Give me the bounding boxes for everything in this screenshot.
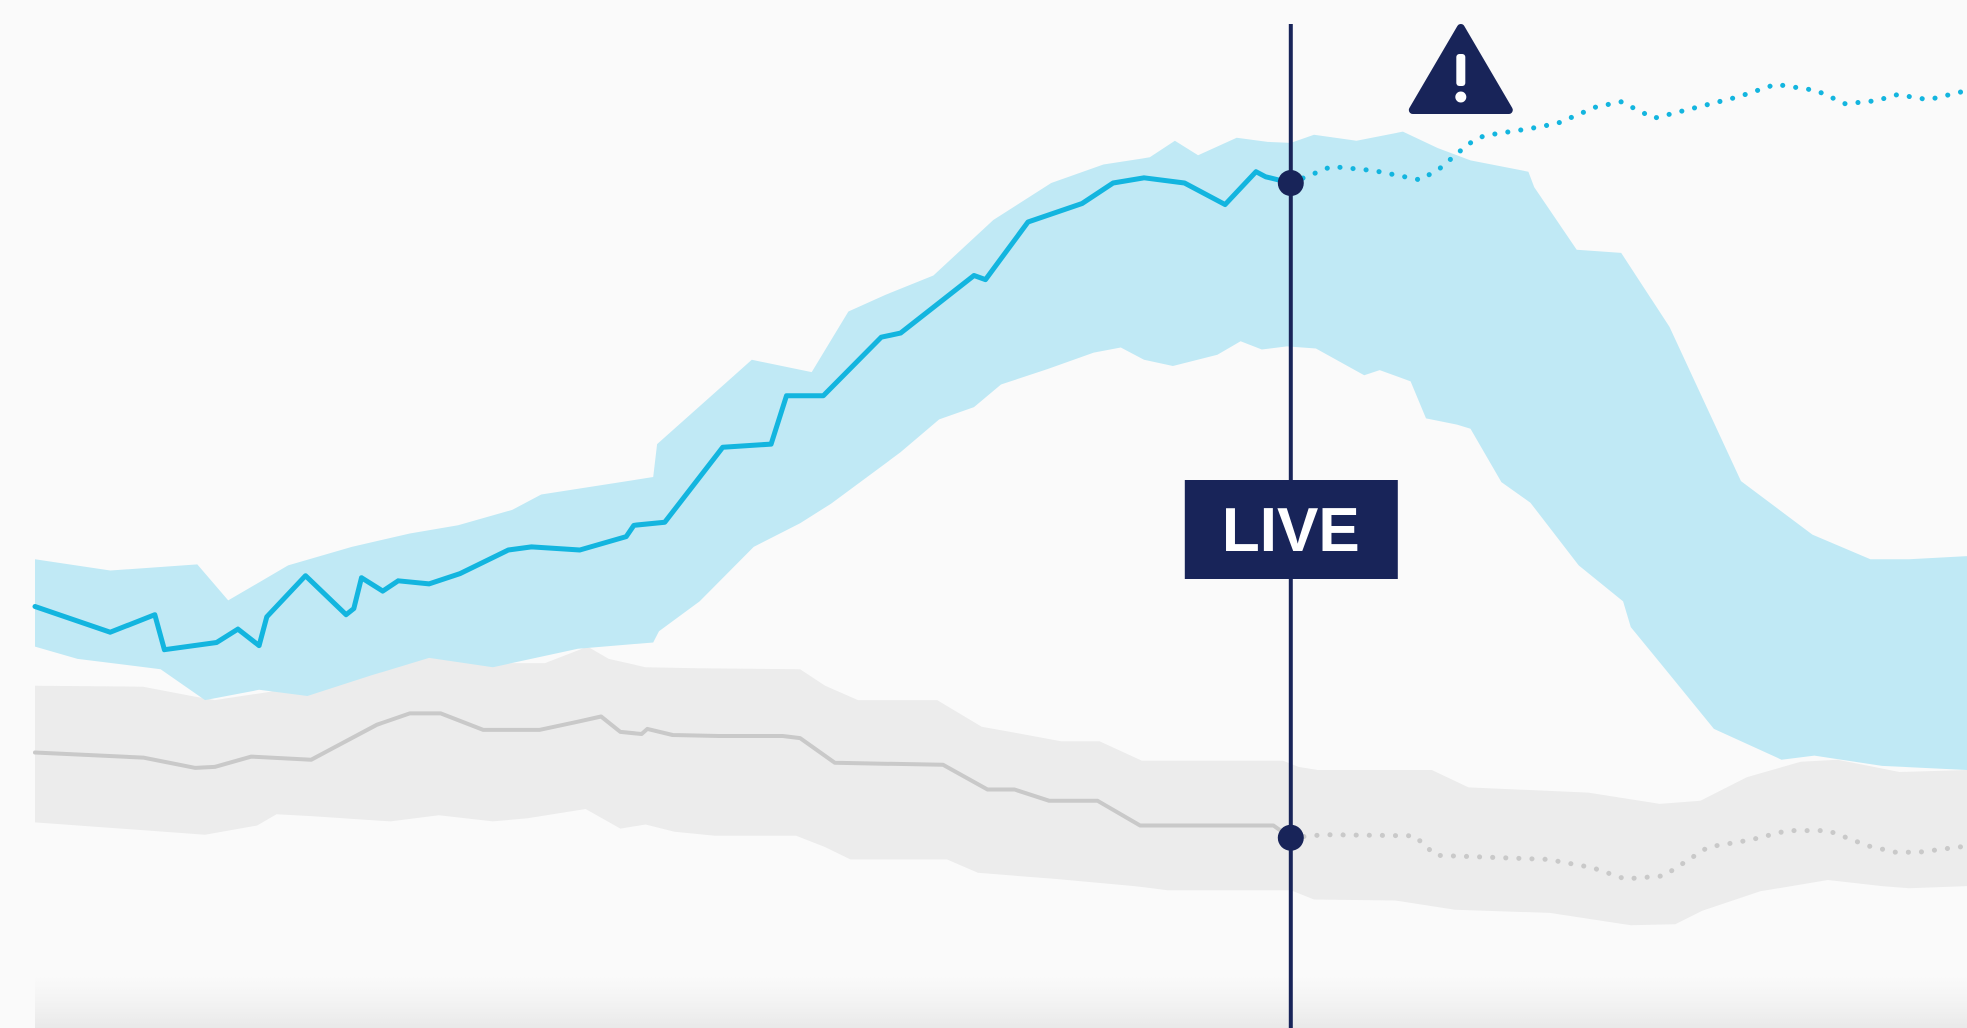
bottom-shade	[35, 975, 1967, 1028]
live-label: LIVE	[1222, 496, 1360, 565]
live-label-box	[1184, 480, 1398, 579]
primary-forecast-line	[1288, 81, 1967, 186]
primary-actual-line	[32, 169, 1294, 653]
secondary-forecast-line	[1288, 828, 1967, 882]
secondary-confidence-band	[35, 646, 1967, 926]
confidence-bands	[35, 131, 1967, 926]
warning-triangle-icon	[1408, 24, 1513, 114]
warning-exclamation-dot	[1455, 91, 1467, 103]
warning-exclamation-bar	[1456, 54, 1466, 86]
secondary-live-point	[1277, 824, 1304, 851]
primary-confidence-band	[35, 131, 1967, 771]
secondary-actual-line	[33, 711, 1293, 840]
primary-live-point	[1277, 170, 1304, 196]
live-marker: LIVE	[1184, 24, 1398, 1028]
live-points	[1277, 170, 1304, 851]
series-lines	[32, 169, 1294, 840]
forecast-lines	[1288, 81, 1967, 882]
